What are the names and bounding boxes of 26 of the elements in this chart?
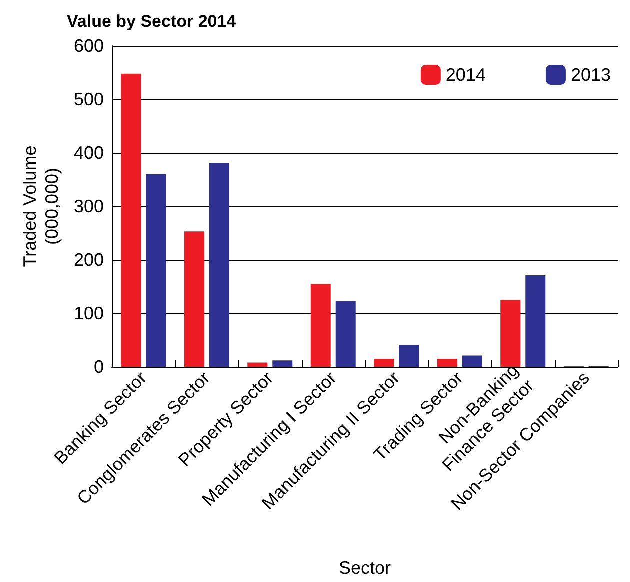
bar bbox=[462, 356, 482, 367]
bar bbox=[248, 362, 268, 367]
legend-label: 2013 bbox=[570, 65, 612, 85]
bar bbox=[500, 300, 521, 367]
bar bbox=[374, 358, 394, 367]
y-tick-label: 200 bbox=[74, 250, 104, 270]
y-axis-title: Traded Volume (000,000) bbox=[20, 146, 62, 268]
y-tick-label: 0 bbox=[94, 357, 104, 377]
bar bbox=[310, 284, 331, 367]
bar bbox=[399, 345, 420, 367]
bar bbox=[146, 174, 166, 367]
y-tick-label: 300 bbox=[74, 196, 104, 216]
legend-label: 2014 bbox=[446, 65, 486, 85]
chart-title: Value by Sector 2014 bbox=[67, 12, 237, 31]
bar bbox=[437, 358, 458, 367]
bar bbox=[121, 74, 142, 367]
bar bbox=[272, 360, 293, 367]
x-axis-title: Sector bbox=[338, 558, 392, 578]
y-tick-label: 400 bbox=[74, 143, 104, 163]
bar bbox=[336, 301, 356, 367]
bar bbox=[526, 276, 546, 367]
y-tick-label: 600 bbox=[74, 36, 104, 56]
bar bbox=[209, 163, 230, 367]
bar bbox=[184, 232, 204, 367]
y-tick-label: 500 bbox=[74, 90, 104, 110]
y-tick-label: 100 bbox=[74, 304, 104, 324]
